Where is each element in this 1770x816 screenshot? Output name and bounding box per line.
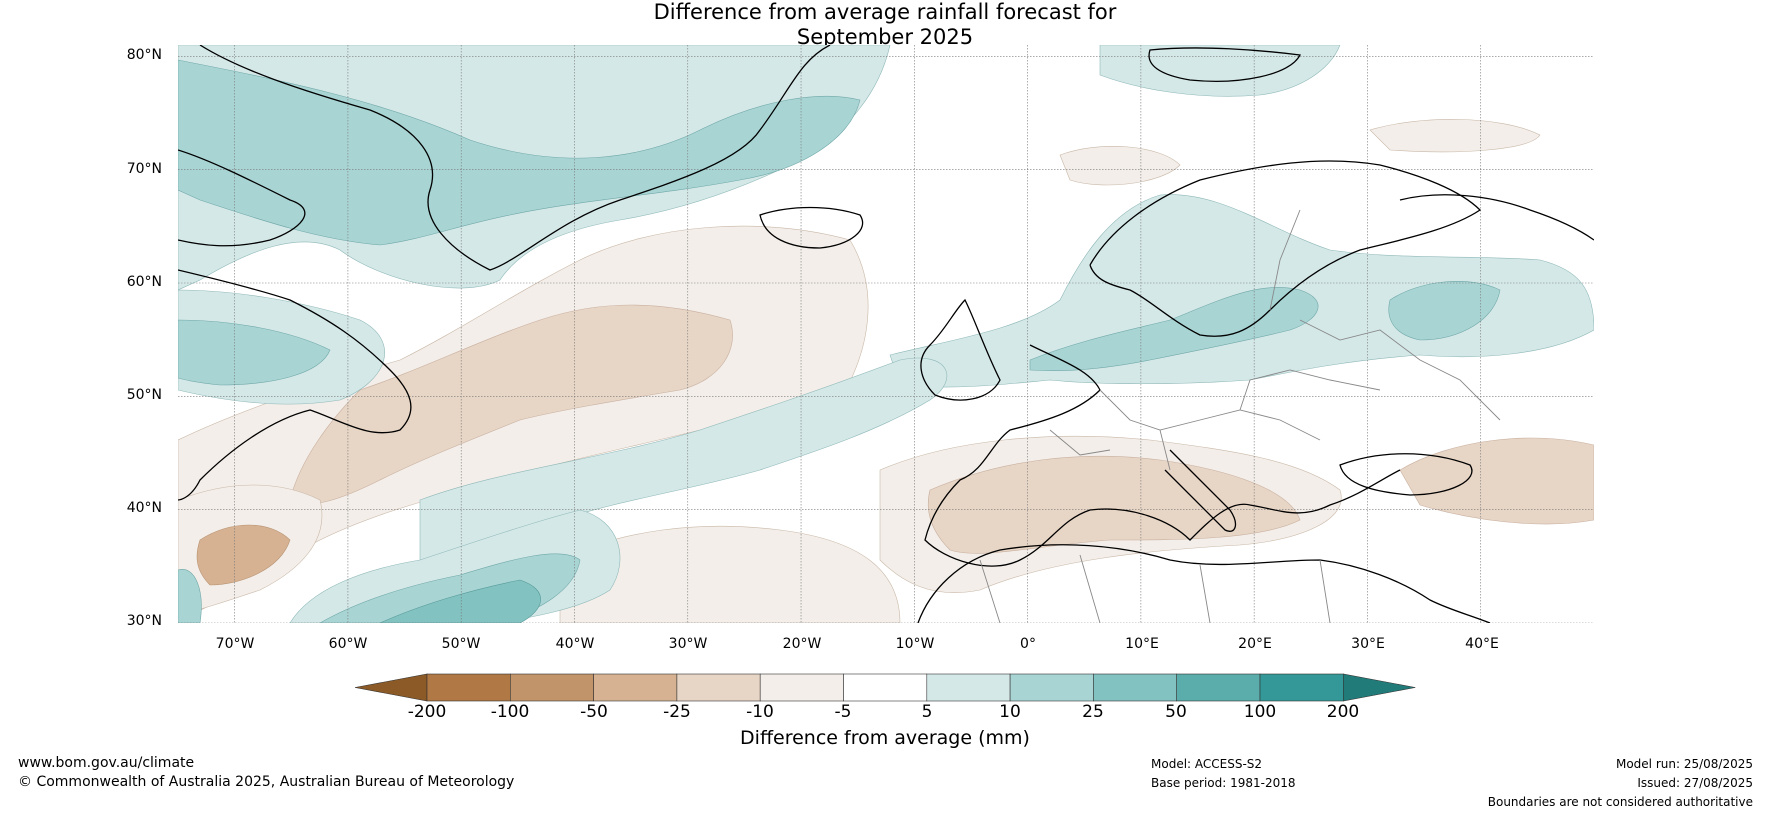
model-run-text: Model run: 25/08/2025 xyxy=(1615,757,1753,771)
issued-text: Issued: 27/08/2025 xyxy=(1637,776,1753,790)
dry-region-nw-africa-mid xyxy=(196,524,291,586)
coastlines xyxy=(178,45,1594,623)
colorbar-tick: 25 xyxy=(1082,702,1104,722)
lon-label: 20°E xyxy=(1238,636,1272,652)
borders-africa xyxy=(979,554,1331,623)
copyright-text: © Commonwealth of Australia 2025, Austra… xyxy=(18,774,515,790)
colorbar-tick: 50 xyxy=(1165,702,1187,722)
coast-europe-west xyxy=(924,344,1401,567)
coast-russia-north xyxy=(1399,194,1594,241)
lat-label: 50°N xyxy=(126,387,162,403)
coast-black-sea xyxy=(1339,453,1473,496)
colorbar-segment xyxy=(926,673,1011,702)
coast-british-isles xyxy=(920,298,1001,401)
lon-label: 20°W xyxy=(782,636,822,652)
lat-label: 70°N xyxy=(126,161,162,177)
colorbar-tick: -100 xyxy=(490,702,530,722)
wet-region-subtropical-dark xyxy=(379,579,541,623)
lon-label: 60°W xyxy=(328,636,368,652)
colorbar-segment xyxy=(426,673,511,702)
lon-label: 0° xyxy=(1020,636,1036,652)
dry-region-subtropics xyxy=(559,525,901,623)
chart-title: Difference from average rainfall forecas… xyxy=(0,0,1770,50)
coast-baffin xyxy=(178,149,306,247)
wet-region-svalbard xyxy=(1099,45,1341,97)
boundaries-disclaimer: Boundaries are not considered authoritat… xyxy=(1487,795,1753,809)
colorbar-tick: -25 xyxy=(663,702,691,722)
lon-label: 40°E xyxy=(1465,636,1499,652)
title-line-1: Difference from average rainfall forecas… xyxy=(653,0,1117,24)
wet-region-greenland-mid xyxy=(178,59,861,246)
wet-region-scandinavia-mid xyxy=(1029,287,1319,371)
wet-region-labrador-mid xyxy=(178,319,331,386)
dry-region-north-light xyxy=(1059,146,1181,186)
graticule xyxy=(178,45,1594,623)
coast-iceland xyxy=(759,206,864,249)
country-borders xyxy=(979,209,1501,623)
model-text: Model: ACCESS-S2 xyxy=(1151,757,1263,771)
dry-region-med-mid xyxy=(927,455,1301,554)
coast-scandinavia xyxy=(1089,160,1482,337)
base-period-text: Base period: 1981-2018 xyxy=(1151,776,1296,790)
lon-label: 10°E xyxy=(1125,636,1159,652)
colorbar-segment xyxy=(843,673,928,702)
colorbar-segments xyxy=(354,673,1416,702)
website-link[interactable]: www.bom.gov.au/climate xyxy=(18,755,195,771)
dry-anomaly-regions xyxy=(178,119,1594,623)
colorbar-tick: -10 xyxy=(746,702,774,722)
lon-label: 50°W xyxy=(441,636,481,652)
colorbar-segment xyxy=(759,673,844,702)
colorbar-segment xyxy=(1259,673,1344,702)
colorbar-segment xyxy=(593,673,678,702)
colorbar-segment xyxy=(1093,673,1178,702)
colorbar-extend-min xyxy=(354,673,428,702)
coast-italy xyxy=(1164,449,1237,532)
colorbar-tick: 5 xyxy=(921,702,933,722)
lon-label: 30°E xyxy=(1351,636,1385,652)
coast-svalbard xyxy=(1148,47,1301,82)
lat-label: 60°N xyxy=(126,274,162,290)
colorbar-segment xyxy=(1009,673,1094,702)
colorbar-segment xyxy=(509,673,594,702)
coast-north-africa xyxy=(917,544,1491,623)
dry-region-barents xyxy=(1369,119,1541,153)
colorbar-tick: 100 xyxy=(1243,702,1277,722)
lon-label: 40°W xyxy=(555,636,595,652)
coast-greenland xyxy=(199,45,831,271)
colorbar-extend-max xyxy=(1343,673,1416,702)
colorbar-tick: -5 xyxy=(834,702,852,722)
lon-label: 10°W xyxy=(895,636,935,652)
borders-europe xyxy=(1049,209,1501,471)
dry-region-black-sea xyxy=(1399,437,1594,525)
colorbar-tick: -50 xyxy=(580,702,608,722)
colorbar-segment xyxy=(1176,673,1261,702)
colorbar-tick: -200 xyxy=(407,702,447,722)
colorbar-segment xyxy=(676,673,761,702)
lat-label: 80°N xyxy=(126,47,162,63)
colorbar-tick: 200 xyxy=(1326,702,1360,722)
coast-labrador xyxy=(178,269,412,501)
lon-label: 70°W xyxy=(215,636,255,652)
map-area xyxy=(178,45,1594,623)
colorbar-tick: 10 xyxy=(999,702,1021,722)
wet-region-russia-mid xyxy=(1388,281,1501,341)
lat-label: 40°N xyxy=(126,500,162,516)
lon-label: 30°W xyxy=(668,636,708,652)
lat-label: 30°N xyxy=(126,613,162,629)
colorbar-title: Difference from average (mm) xyxy=(740,727,1030,749)
